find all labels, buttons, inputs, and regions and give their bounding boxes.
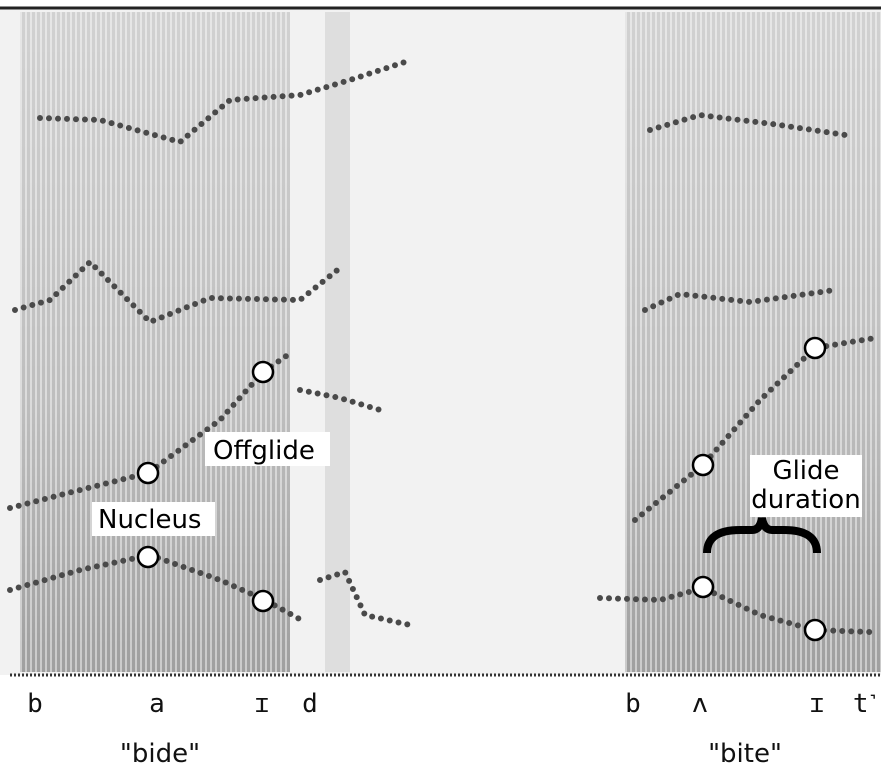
segment: a bbox=[149, 689, 165, 719]
duration-label: duration bbox=[751, 485, 860, 515]
segment: d bbox=[302, 689, 318, 719]
segment: b bbox=[27, 689, 43, 719]
nucleus-label: Nucleus bbox=[98, 505, 201, 535]
measure-points bbox=[136, 336, 827, 642]
energy-bide bbox=[20, 12, 350, 672]
nucleus-box bbox=[92, 502, 215, 536]
segment: b bbox=[625, 689, 641, 719]
word-label: "bide" bbox=[120, 739, 200, 769]
offglide-label: Offglide bbox=[213, 436, 315, 466]
offglide-box bbox=[205, 432, 330, 466]
brace bbox=[703, 517, 821, 554]
glide-box bbox=[750, 455, 862, 517]
segment: t˺ bbox=[853, 689, 877, 719]
word-label: "bite" bbox=[708, 739, 782, 769]
segment: ɪ bbox=[254, 689, 270, 719]
glide-label: Glide bbox=[772, 456, 839, 486]
segment: ɪ bbox=[809, 689, 825, 719]
segment: ʌ bbox=[692, 689, 708, 719]
